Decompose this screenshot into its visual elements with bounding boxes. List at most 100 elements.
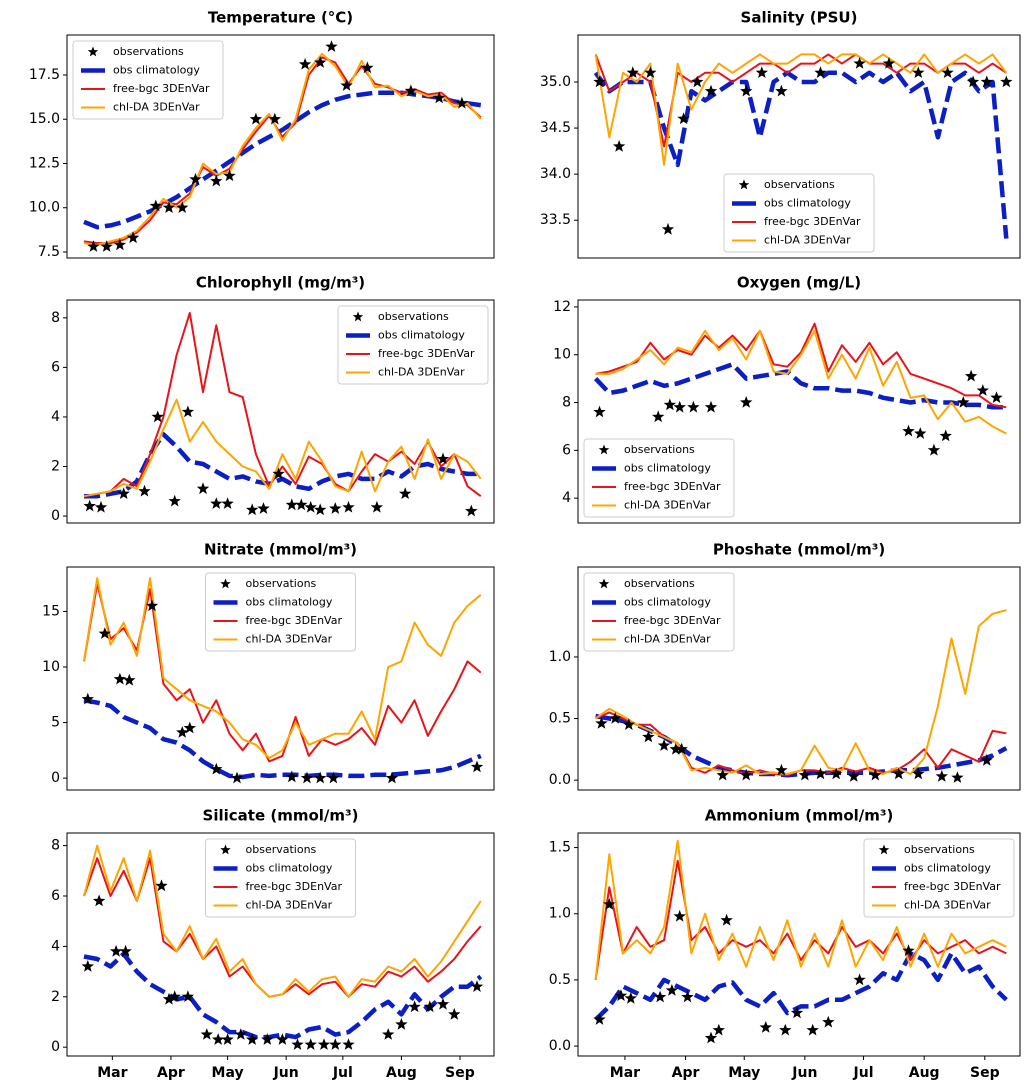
observation-marker (448, 1007, 461, 1020)
y-tick-label: 0.0 (549, 772, 571, 788)
observation-marker (814, 66, 827, 78)
legend: observations obs climatology free-bgc 3DEn… (583, 572, 735, 652)
observation-marker (614, 989, 628, 1001)
observation-marker (149, 199, 162, 212)
y-tick-label: 8 (51, 838, 60, 854)
axes-frame (66, 832, 495, 1057)
observation-marker (385, 771, 399, 784)
y-tick-label: 0 (51, 508, 60, 524)
legend-label: chl-DA 3DEnVar (113, 101, 200, 114)
observation-marker (980, 753, 993, 766)
y-tick-label: 8 (51, 310, 60, 326)
legend-label: observations (624, 443, 695, 456)
observation-marker (654, 990, 667, 1003)
legend-label: observations (764, 178, 835, 191)
legend-label: obs climatology (246, 862, 333, 875)
observation-marker (230, 771, 244, 784)
axes-frame (66, 299, 495, 524)
observation-marker (126, 231, 140, 244)
observation-marker (181, 990, 195, 1002)
panel-title: Nitrate (mmol/m³) (204, 541, 357, 559)
observation-marker (661, 222, 675, 235)
observation-marker (759, 1021, 772, 1033)
observation-marker (626, 66, 639, 78)
observation-marker (951, 771, 964, 783)
legend-label: obs climatology (246, 596, 333, 609)
x-tick-label: May (728, 1065, 760, 1081)
observation-marker (223, 169, 236, 182)
legend-marker (598, 444, 610, 455)
observation-marker (291, 1038, 304, 1050)
observation-marker (261, 1033, 274, 1045)
y-tick-label: 1.0 (549, 906, 571, 922)
observation-marker (593, 405, 606, 418)
series-line (83, 577, 482, 760)
observation-marker (298, 57, 312, 70)
y-tick-label: 35.0 (540, 74, 571, 90)
observation-marker (212, 1033, 225, 1045)
x-tick-label: Apr (672, 1065, 700, 1081)
observation-marker (246, 1033, 259, 1045)
observation-marker (100, 240, 113, 252)
observation-marker (869, 768, 882, 781)
observation-marker (677, 112, 690, 125)
y-tick-label: 5 (51, 715, 60, 731)
observation-marker (210, 497, 223, 509)
observation-marker (652, 410, 665, 423)
legend-label: chl-DA 3DEnVar (246, 899, 333, 912)
observation-marker (436, 452, 450, 465)
observation-marker (593, 1013, 606, 1025)
observation-marker (317, 1038, 331, 1050)
observation-marker (665, 984, 679, 996)
y-tick-label: 0.0 (549, 1038, 571, 1054)
legend: observations obs climatology free-bgc 3DEn… (205, 572, 356, 652)
x-tick-label: Sep (970, 1065, 1000, 1081)
observation-marker (382, 1028, 395, 1040)
observation-marker (81, 960, 94, 972)
legend-label: chl-DA 3DEnVar (624, 499, 711, 512)
y-tick-label: 33.5 (540, 212, 571, 228)
y-tick-label: 4 (51, 409, 60, 425)
observation-marker (168, 990, 181, 1002)
y-tick-label: 17.5 (29, 67, 60, 83)
axes-frame (577, 34, 1021, 259)
observation-marker (295, 498, 308, 511)
legend-label: chl-DA 3DEnVar (246, 633, 333, 646)
legend-label: observations (378, 310, 449, 323)
axes-frame (577, 566, 1021, 791)
legend-marker (352, 311, 364, 322)
series-line (595, 329, 1007, 435)
series-line (83, 398, 482, 498)
observation-marker (155, 879, 168, 892)
y-tick-label: 15 (42, 603, 60, 619)
observation-marker (775, 763, 788, 776)
observation-marker (622, 718, 635, 730)
legend-label: observations (904, 843, 975, 856)
legend-label: obs climatology (378, 329, 465, 342)
legend: observations obs climatology free-bgc 3DEn… (583, 438, 735, 518)
legend: observations obs climatology free-bgc 3DEn… (863, 838, 1015, 918)
series-line (594, 951, 1008, 1022)
legend-label: free-bgc 3DEnVar (764, 215, 861, 228)
legend-label: chl-DA 3DEnVar (904, 899, 991, 912)
y-tick-label: 6 (51, 888, 60, 904)
panel-title: Phoshate (mmol/m³) (713, 541, 885, 559)
y-tick-label: 10.0 (29, 200, 60, 216)
panel-title: Chlorophyll (mg/m³) (196, 274, 365, 292)
observation-marker (200, 1028, 213, 1040)
observation-marker (210, 762, 223, 775)
observation-marker (966, 75, 980, 88)
x-tick-label: May (212, 1065, 244, 1081)
x-tick-label: Jun (791, 1065, 817, 1081)
y-tick-label: 34.0 (540, 166, 571, 182)
observation-marker (470, 760, 484, 773)
observation-marker (314, 771, 327, 784)
observation-marker (740, 396, 753, 408)
observation-marker (912, 66, 925, 78)
observation-marker (329, 1038, 342, 1050)
x-tick-label: Apr (157, 1065, 185, 1081)
observation-marker (902, 944, 915, 956)
observation-marker (755, 66, 768, 78)
observation-marker (790, 1006, 804, 1019)
